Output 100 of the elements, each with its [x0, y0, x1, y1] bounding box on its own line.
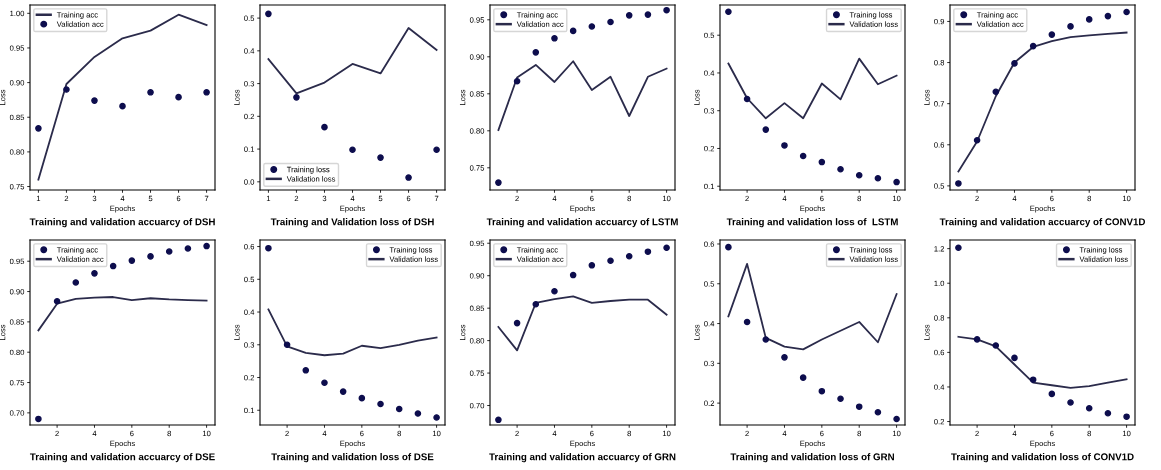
point	[818, 158, 826, 166]
line-series	[497, 295, 668, 352]
point	[743, 95, 751, 103]
point	[762, 336, 770, 343]
point	[532, 49, 540, 56]
point	[588, 23, 596, 30]
point	[855, 171, 863, 179]
line-series	[957, 335, 1128, 389]
point	[837, 165, 844, 173]
text: Training and validation loss of LSTM	[726, 218, 898, 228]
line-series	[37, 13, 208, 181]
point	[955, 244, 962, 252]
point	[513, 319, 521, 327]
point	[63, 86, 70, 93]
point	[349, 146, 356, 154]
line-series	[727, 262, 898, 351]
point	[607, 18, 614, 26]
point	[414, 410, 422, 417]
point	[302, 367, 310, 374]
point	[874, 408, 882, 416]
text: Training and Validation loss of DSH	[270, 218, 434, 228]
point	[762, 126, 770, 133]
point	[1067, 23, 1074, 30]
point	[855, 403, 863, 410]
text: Training and validation accuarcy of LSTM	[486, 218, 678, 228]
point	[293, 94, 300, 101]
point	[725, 243, 732, 251]
text: Training and validation loss of DSE	[271, 453, 434, 463]
point	[532, 300, 540, 308]
point	[893, 178, 900, 186]
point	[203, 242, 210, 250]
line-series	[727, 57, 898, 120]
point	[283, 341, 291, 349]
point	[1048, 390, 1056, 398]
point	[35, 125, 42, 132]
point	[433, 414, 440, 421]
point	[781, 354, 788, 361]
point	[625, 252, 633, 260]
point	[1011, 60, 1018, 67]
point	[119, 102, 126, 110]
point	[1123, 413, 1130, 420]
point	[147, 253, 154, 260]
line-series	[497, 60, 668, 131]
point	[973, 336, 981, 343]
point	[1085, 404, 1093, 412]
point	[175, 93, 182, 101]
point	[1011, 354, 1018, 362]
line-series	[37, 296, 208, 332]
point	[321, 123, 328, 131]
point	[799, 152, 807, 160]
text: Training and validation loss of CONV1D	[951, 453, 1134, 463]
point	[433, 146, 440, 154]
point	[837, 395, 844, 403]
point	[53, 297, 61, 305]
point	[377, 400, 384, 408]
point	[495, 416, 502, 424]
point	[1067, 399, 1074, 406]
text: Training and validation accuarcy of DSE	[29, 453, 215, 463]
point	[607, 257, 614, 265]
point	[625, 12, 633, 19]
point	[495, 179, 502, 186]
line-series	[267, 308, 438, 357]
point	[203, 89, 210, 96]
point	[1085, 16, 1093, 23]
point	[395, 405, 403, 413]
point	[321, 379, 328, 387]
point	[72, 279, 80, 286]
text: Training and validation accuarcy of GRN	[489, 453, 676, 463]
point	[405, 174, 412, 181]
point	[799, 374, 807, 381]
point	[893, 415, 900, 423]
point	[1123, 8, 1130, 16]
point	[588, 262, 596, 269]
point	[1048, 31, 1056, 38]
point	[818, 387, 826, 395]
point	[663, 244, 670, 252]
point	[955, 180, 962, 187]
point	[377, 154, 384, 161]
point	[551, 35, 558, 42]
point	[358, 394, 366, 402]
point	[265, 10, 272, 18]
text: Training and validation accuarcy of CONV1D	[939, 218, 1146, 228]
point	[569, 27, 577, 35]
point	[339, 388, 347, 395]
point	[91, 270, 98, 277]
text: Training and validation accuarcy of DSH	[29, 218, 215, 228]
point	[1029, 42, 1037, 50]
point	[569, 271, 577, 279]
text: Training and validation loss of GRN	[730, 453, 894, 463]
point	[109, 262, 117, 270]
point	[663, 6, 670, 14]
point	[513, 77, 521, 85]
point	[165, 248, 173, 255]
point	[1104, 12, 1112, 20]
point	[147, 89, 154, 96]
point	[973, 136, 981, 144]
point	[992, 342, 1000, 349]
point	[1029, 376, 1037, 383]
point	[644, 11, 652, 18]
point	[184, 245, 192, 252]
